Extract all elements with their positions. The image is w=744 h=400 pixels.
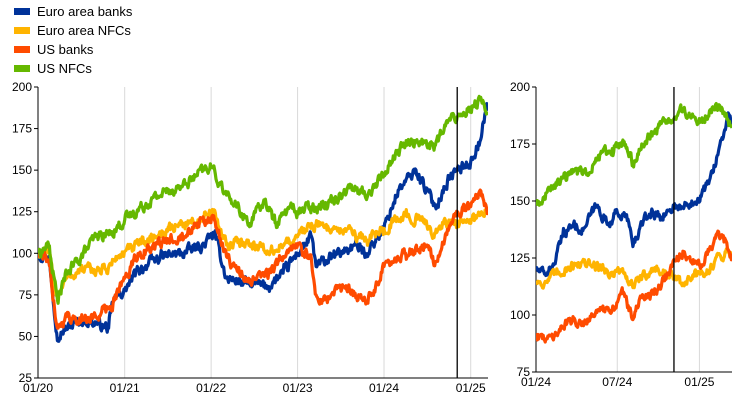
y-tick-label-150: 150 — [510, 194, 530, 208]
y-tick-label-175: 175 — [12, 122, 32, 136]
legend-label-us-nfcs: US NFCs — [37, 61, 92, 76]
y-tick-label-125: 125 — [510, 251, 530, 265]
x-tick-label-01-23: 01/23 — [283, 381, 313, 395]
series-line-us-nfcs — [38, 94, 488, 305]
legend-item-euro-area-nfcs: Euro area NFCs — [14, 21, 132, 40]
x-tick-label-01-24: 01/24 — [369, 381, 399, 395]
series-line-euro-area-nfcs — [536, 247, 732, 290]
y-tick-label-100: 100 — [510, 308, 530, 322]
chart-main: 01/20 01/21 01/22 01/23 01/24 01/25 25 50 75 100 1… — [12, 80, 488, 395]
legend-label-us-banks: US banks — [37, 42, 94, 57]
y-tick-label-50: 50 — [19, 329, 33, 343]
x-tick-label-07-24: 07/24 — [602, 375, 632, 389]
series-line-us-banks — [536, 229, 732, 344]
legend-swatch-euro-area-banks — [14, 8, 30, 15]
y-tick-label-175: 175 — [510, 137, 530, 151]
legend-item-us-nfcs: US NFCs — [14, 59, 132, 78]
series-line-us-nfcs — [536, 101, 732, 207]
legend-item-euro-area-banks: Euro area banks — [14, 2, 132, 21]
y-tick-label-200: 200 — [12, 80, 32, 94]
x-tick-label-01-24: 01/24 — [521, 375, 551, 389]
chart-inset: 01/24 07/24 01/25 75 100 125 150 175 200 — [510, 80, 732, 389]
y-tick-label-25: 25 — [19, 371, 33, 385]
y-tick-label-75: 75 — [19, 288, 33, 302]
x-tick-label-01-25: 01/25 — [684, 375, 714, 389]
series-line-euro-area-banks — [536, 111, 732, 278]
legend-label-euro-area-banks: Euro area banks — [37, 4, 133, 19]
legend-label-euro-area-nfcs: Euro area NFCs — [37, 23, 131, 38]
series-line-us-banks — [38, 188, 488, 330]
x-tick-label-01-22: 01/22 — [196, 381, 226, 395]
legend-swatch-us-nfcs — [14, 65, 30, 72]
legend-item-us-banks: US banks — [14, 40, 132, 59]
legend-swatch-euro-area-nfcs — [14, 27, 30, 34]
y-tick-label-150: 150 — [12, 163, 32, 177]
y-tick-label-200: 200 — [510, 80, 530, 94]
chart-legend: Euro area banks Euro area NFCs US banks … — [14, 2, 132, 78]
x-tick-label-01-25: 01/25 — [456, 381, 486, 395]
legend-swatch-us-banks — [14, 46, 30, 53]
x-tick-label-01-20: 01/20 — [23, 381, 53, 395]
y-tick-label-75: 75 — [517, 365, 531, 379]
x-tick-label-01-21: 01/21 — [110, 381, 140, 395]
series-line-euro-area-nfcs — [38, 206, 488, 299]
y-tick-label-125: 125 — [12, 205, 32, 219]
y-tick-label-100: 100 — [12, 246, 32, 260]
